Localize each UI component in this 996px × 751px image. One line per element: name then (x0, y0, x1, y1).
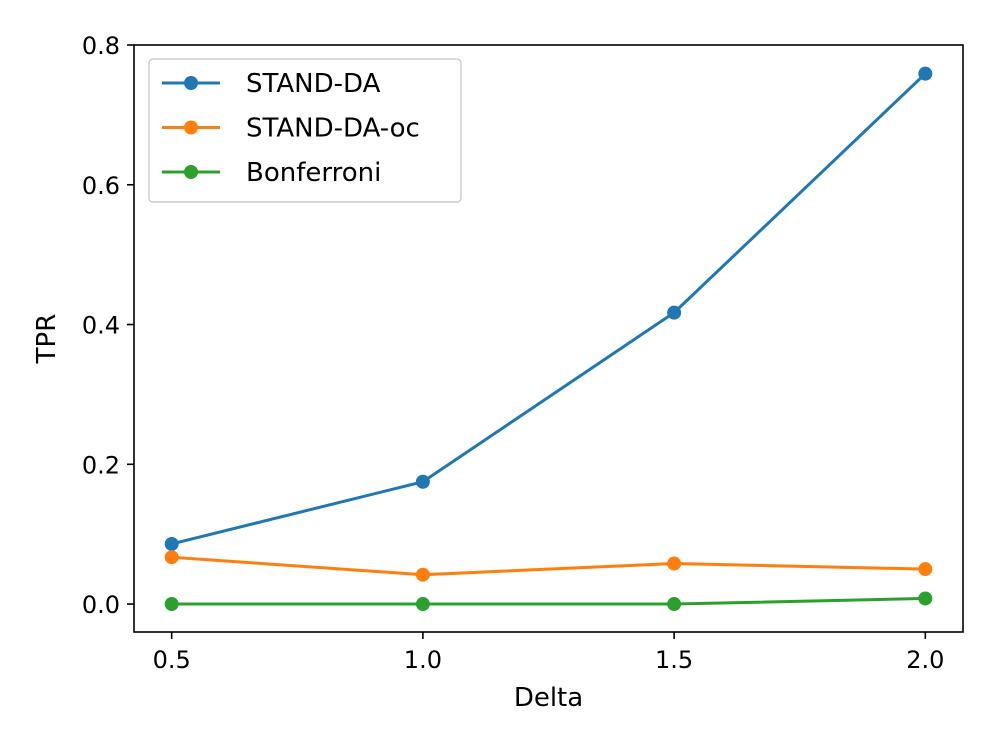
data-point-2-0 (164, 597, 179, 612)
y-tick-label: 0.6 (82, 172, 120, 200)
y-tick-label: 0.4 (82, 312, 120, 340)
axes-frame (133, 44, 964, 633)
data-point-1-2 (667, 556, 682, 571)
series-line-0 (169, 71, 928, 546)
x-axis-label: Delta (514, 683, 583, 713)
legend: STAND-DA STAND-DA-oc Bonferroni (148, 58, 462, 203)
y-axis-label: TPR (32, 314, 62, 365)
x-tick-label: 0.5 (153, 646, 191, 674)
legend-label-2: Bonferroni (246, 158, 381, 188)
data-point-0-0 (164, 536, 179, 551)
legend-marker-2 (184, 165, 198, 179)
x-tick-label: 1.0 (404, 646, 442, 674)
data-point-1-0 (164, 550, 179, 565)
data-point-0-2 (667, 305, 682, 320)
y-tick-label: 0.2 (82, 451, 120, 479)
data-point-0-3 (918, 66, 933, 81)
data-point-0-1 (415, 474, 430, 489)
series-line-2 (170, 596, 927, 606)
legend-label-1: STAND-DA-oc (246, 114, 420, 144)
plot-area (164, 66, 933, 612)
y-tick-label: 0.0 (82, 591, 120, 619)
legend-label-0: STAND-DA (246, 69, 381, 99)
x-tick-label: 1.5 (655, 646, 693, 674)
data-point-1-1 (415, 567, 430, 582)
legend-marker-0 (184, 76, 198, 90)
legend-marker-1 (184, 120, 198, 135)
series-line-1 (170, 555, 927, 577)
y-tick-label: 0.8 (82, 32, 120, 60)
data-point-2-2 (667, 597, 682, 612)
data-point-2-1 (415, 597, 430, 612)
data-point-1-3 (918, 562, 933, 577)
x-tick-label: 2.0 (906, 646, 944, 674)
data-point-2-3 (918, 591, 933, 606)
legend-box (148, 58, 462, 203)
axes: 0.5 1.0 1.5 2.0 0.0 0.2 0.4 0.6 0.8 Delta TPR (32, 32, 964, 713)
